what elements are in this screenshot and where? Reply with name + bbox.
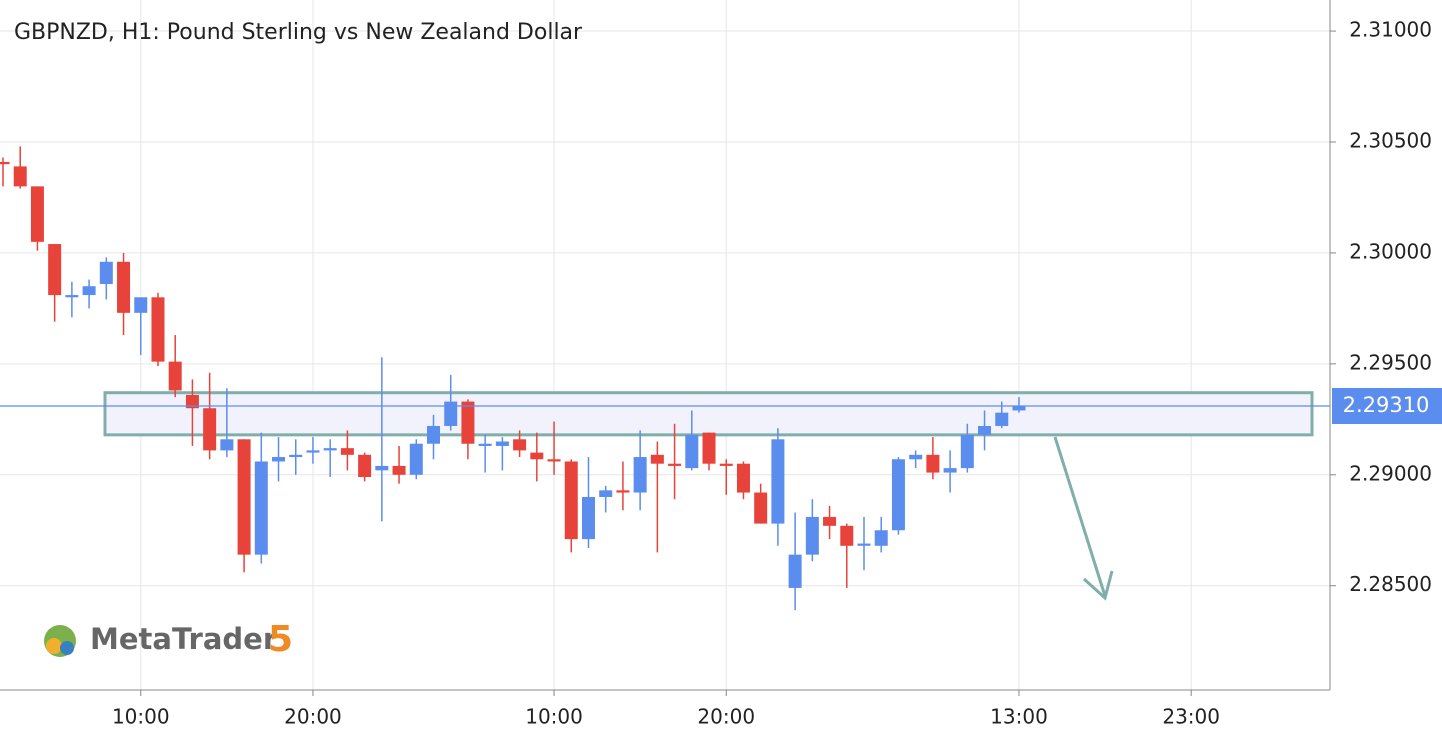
chart-title: GBPNZD, H1: Pound Sterling vs New Zealan… [14,20,583,45]
candle-body [702,432,716,464]
candle-body [633,457,647,493]
candle-body [392,465,406,475]
candle-body [719,463,733,466]
current-price-box [1332,388,1442,425]
candle-body [564,461,578,540]
x-tick-label: 10:00 [112,705,170,729]
candle-body [444,401,458,426]
candle-body [530,452,544,460]
candle-body [48,244,62,296]
x-tick-label: 20:00 [284,705,342,729]
axes: 2.28500 2.29000 2.29500 2.30000 2.30500 2.310… [112,18,1442,729]
logo: MetaTrader 5 [44,619,293,660]
candle-body [237,439,251,555]
candle-body [82,286,96,296]
candle-body [306,450,320,453]
x-tick-label: 10:00 [525,705,583,729]
logo-icon [46,638,62,654]
candle-body [254,461,268,555]
y-tick-label: 2.30000 [1349,239,1432,263]
candle-body [840,525,854,546]
y-tick-label: 2.29000 [1349,461,1432,485]
candles [0,146,1026,611]
candle-body [805,516,819,555]
x-tick-label: 23:00 [1162,705,1220,729]
zone [103,391,1314,437]
candle-body [581,496,595,540]
candle-body [978,425,992,435]
candle-body [891,459,905,531]
candle-body [151,297,165,362]
candle-body [30,186,44,242]
x-tick-label: 13:00 [990,705,1048,729]
y-tick-label: 2.29500 [1349,350,1432,374]
candle-body [478,443,492,446]
candle-body [168,361,182,391]
candle-body [599,490,613,497]
candle-body [185,394,199,409]
candle-body [995,412,1009,426]
candle-body [771,439,785,524]
candle-body [960,434,974,469]
candle-body [857,543,871,546]
candle-body [943,468,957,473]
candle-body [1012,406,1026,411]
candle-body [926,454,940,473]
logo-name: MetaTrader [90,622,278,656]
candle-body [547,459,561,462]
candle-body [99,261,113,284]
candle-body [220,439,234,451]
candle-body [788,554,802,588]
candle-body [375,465,389,471]
candle-body [13,166,27,187]
y-tick-label: 2.30500 [1349,128,1432,152]
candle-body [823,516,837,526]
candle-body [909,454,923,460]
candle-body [409,443,423,475]
candle-body [513,439,527,451]
candle-body [203,408,217,451]
candle-body [685,434,699,469]
candle-body [754,492,768,524]
candle-body [736,463,750,493]
candle-body [323,448,337,451]
arrow-head [1082,570,1114,601]
candle-body [0,161,10,165]
x-tick-label: 20:00 [697,705,755,729]
candle-body [461,401,475,444]
candle-body [117,261,131,313]
candle-body [289,454,303,458]
candle-body [427,425,440,444]
logo-version: 5 [268,619,293,660]
candle-body [650,454,664,464]
current-price-label: 2.29310 [1343,393,1430,417]
candle-body [134,297,148,313]
candle-body [65,295,79,298]
arrow [1053,436,1107,597]
candle-body [358,454,372,478]
logo-icon [60,641,74,655]
candle-body [874,530,888,546]
candle-body [616,490,630,493]
candle-body [272,457,286,462]
y-tick-label: 2.31000 [1349,18,1432,42]
candle-body [495,441,509,446]
grid [0,0,1330,690]
candle-body [340,448,354,455]
y-tick-label: 2.28500 [1349,572,1432,596]
candle-body [668,463,682,466]
